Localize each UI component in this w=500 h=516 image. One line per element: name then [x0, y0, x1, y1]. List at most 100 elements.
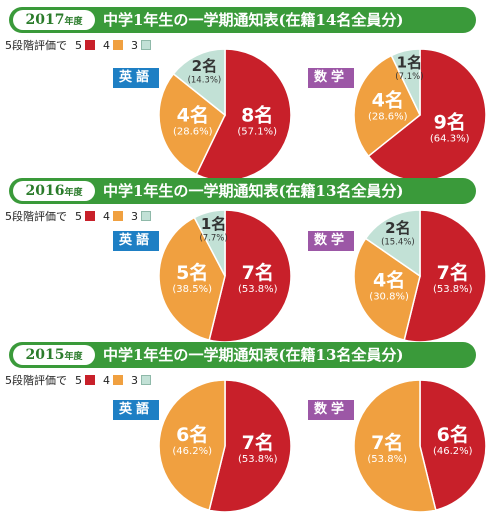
subject-math: 数学 — [308, 400, 354, 420]
slice-count-label: 6名 — [437, 423, 469, 446]
slice-count-label: 6名 — [176, 423, 208, 446]
pie-slice-grade-3 — [193, 209, 226, 277]
section-title: 中学1年生の一学期通知表(在籍13名全員分) — [103, 182, 404, 200]
pie-slice-grade-3 — [390, 48, 421, 116]
slice-count-label: 9名 — [434, 110, 466, 133]
slice-percent-label: (38.5%) — [172, 284, 212, 295]
slice-count-label: 7名 — [437, 261, 469, 284]
pie-slice-grade-5 — [208, 209, 292, 343]
pie-svg: 9名(64.3%) 4名(28.6%) 1名(7.1%) — [353, 48, 487, 182]
legend-label-3: 3 — [131, 38, 138, 52]
pie-slice-grade-3 — [172, 48, 226, 117]
pie-svg: 6名(46.2%) 7名(53.8%) — [353, 379, 487, 513]
pie-slice-grade-3 — [364, 209, 421, 278]
slice-percent-label: (46.2%) — [172, 446, 212, 457]
legend-label-5: 5 — [75, 373, 82, 387]
pie-chart: 6名 (46.2%) 7名 (53.8%) — [350, 376, 490, 516]
section-header: 2016年度 中学1年生の一学期通知表(在籍13名全員分) — [9, 178, 476, 204]
pie-chart: 7名 (53.8%) 6名 (46.2%) — [155, 376, 295, 516]
slice-percent-label: (30.8%) — [369, 292, 409, 303]
section-title: 中学1年生の一学期通知表(在籍14名全員分) — [103, 11, 404, 29]
legend-label-5: 5 — [75, 209, 82, 223]
subject-english: 英語 — [113, 68, 159, 88]
section-2015: 2015年度 中学1年生の一学期通知表(在籍13名全員分) 5段階評価で 5 4… — [0, 342, 500, 513]
legend-label-5: 5 — [75, 38, 82, 52]
year-text: 2017 — [25, 12, 65, 28]
slice-count-label: 1名 — [201, 215, 226, 233]
slice-percent-label: (64.3%) — [430, 133, 470, 144]
legend: 5段階評価で 5 4 3 — [5, 372, 157, 388]
slice-percent-label: (7.7%) — [199, 233, 227, 243]
section-2016: 2016年度 中学1年生の一学期通知表(在籍13名全員分) 5段階評価で 5 4… — [0, 178, 500, 343]
legend-label-4: 4 — [103, 38, 110, 52]
legend: 5段階評価で 5 4 3 — [5, 208, 157, 224]
pie-chart: 8名 (57.1%) 4名 (28.6%) 2名 (14.3%) — [155, 45, 295, 185]
slice-count-label: 2名 — [385, 219, 410, 237]
legend-swatch-4 — [113, 211, 123, 221]
year-suffix: 年度 — [64, 17, 83, 27]
pie-svg: 7名(53.8%) 4名(30.8%) 2名(15.4%) — [353, 209, 487, 343]
year-text: 2015 — [25, 347, 65, 363]
section-title: 中学1年生の一学期通知表(在籍13名全員分) — [103, 346, 404, 364]
legend-text: 5段階評価で — [5, 374, 67, 387]
legend-text: 5段階評価で — [5, 39, 67, 52]
slice-percent-label: (53.8%) — [367, 454, 407, 465]
year-text: 2016 — [25, 183, 65, 199]
slice-count-label: 7名 — [371, 431, 403, 454]
section-header: 2017年度 中学1年生の一学期通知表(在籍14名全員分) — [9, 7, 476, 33]
year-badge: 2016年度 — [13, 181, 95, 201]
slice-count-label: 4名 — [177, 103, 209, 126]
slice-count-label: 8名 — [241, 103, 273, 126]
legend-swatch-4 — [113, 40, 123, 50]
section-header: 2015年度 中学1年生の一学期通知表(在籍13名全員分) — [9, 342, 476, 368]
slice-percent-label: (57.1%) — [237, 126, 277, 137]
pie-svg: 7名(53.8%) 6名(46.2%) — [158, 379, 292, 513]
pie-slice-grade-5 — [367, 48, 487, 182]
year-suffix: 年度 — [64, 188, 83, 198]
pie-slice-grade-4 — [353, 237, 421, 341]
legend-swatch-3 — [141, 40, 151, 50]
legend: 5段階評価で 5 4 3 — [5, 37, 157, 53]
pie-svg: 8名(57.1%) 4名(28.6%) 2名(14.3%) — [158, 48, 292, 182]
legend-swatch-3 — [141, 211, 151, 221]
slice-percent-label: (15.4%) — [381, 237, 415, 247]
pie-slice-grade-5 — [403, 209, 487, 343]
legend-label-3: 3 — [131, 209, 138, 223]
legend-label-4: 4 — [103, 209, 110, 223]
slice-percent-label: (28.6%) — [368, 112, 408, 123]
pie-chart: 7名 (53.8%) 5名 (38.5%) 1名 (7.7%) — [155, 206, 295, 346]
legend-swatch-3 — [141, 375, 151, 385]
legend-swatch-5 — [85, 211, 95, 221]
slice-count-label: 2名 — [192, 57, 217, 75]
slice-count-label: 1名 — [397, 54, 422, 72]
pie-svg: 7名(53.8%) 5名(38.5%) 1名(7.7%) — [158, 209, 292, 343]
slice-percent-label: (14.3%) — [188, 76, 222, 86]
legend-swatch-5 — [85, 40, 95, 50]
pie-chart: 7名 (53.8%) 4名 (30.8%) 2名 (15.4%) — [350, 206, 490, 346]
slice-count-label: 4名 — [373, 269, 405, 292]
year-badge: 2017年度 — [13, 10, 95, 30]
slice-percent-label: (28.6%) — [173, 126, 213, 137]
slice-percent-label: (7.1%) — [395, 72, 423, 82]
legend-swatch-5 — [85, 375, 95, 385]
legend-swatch-4 — [113, 375, 123, 385]
pie-slice-grade-4 — [158, 72, 226, 176]
slice-percent-label: (53.8%) — [238, 454, 278, 465]
slice-count-label: 4名 — [372, 89, 404, 112]
legend-label-4: 4 — [103, 373, 110, 387]
pie-chart: 9名 (64.3%) 4名 (28.6%) 1名 (7.1%) — [350, 45, 490, 185]
pie-slice-grade-4 — [158, 216, 226, 341]
slice-percent-label: (53.8%) — [433, 284, 473, 295]
pie-slice-grade-4 — [353, 54, 421, 158]
legend-label-3: 3 — [131, 373, 138, 387]
year-suffix: 年度 — [64, 352, 83, 362]
legend-text: 5段階評価で — [5, 210, 67, 223]
slice-percent-label: (53.8%) — [238, 284, 278, 295]
subject-english: 英語 — [113, 400, 159, 420]
slice-count-label: 5名 — [176, 261, 208, 284]
subject-math: 数学 — [308, 68, 354, 88]
subject-math: 数学 — [308, 231, 354, 251]
slice-count-label: 7名 — [242, 431, 274, 454]
slice-percent-label: (46.2%) — [433, 446, 473, 457]
section-2017: 2017年度 中学1年生の一学期通知表(在籍14名全員分) 5段階評価で 5 4… — [0, 7, 500, 182]
